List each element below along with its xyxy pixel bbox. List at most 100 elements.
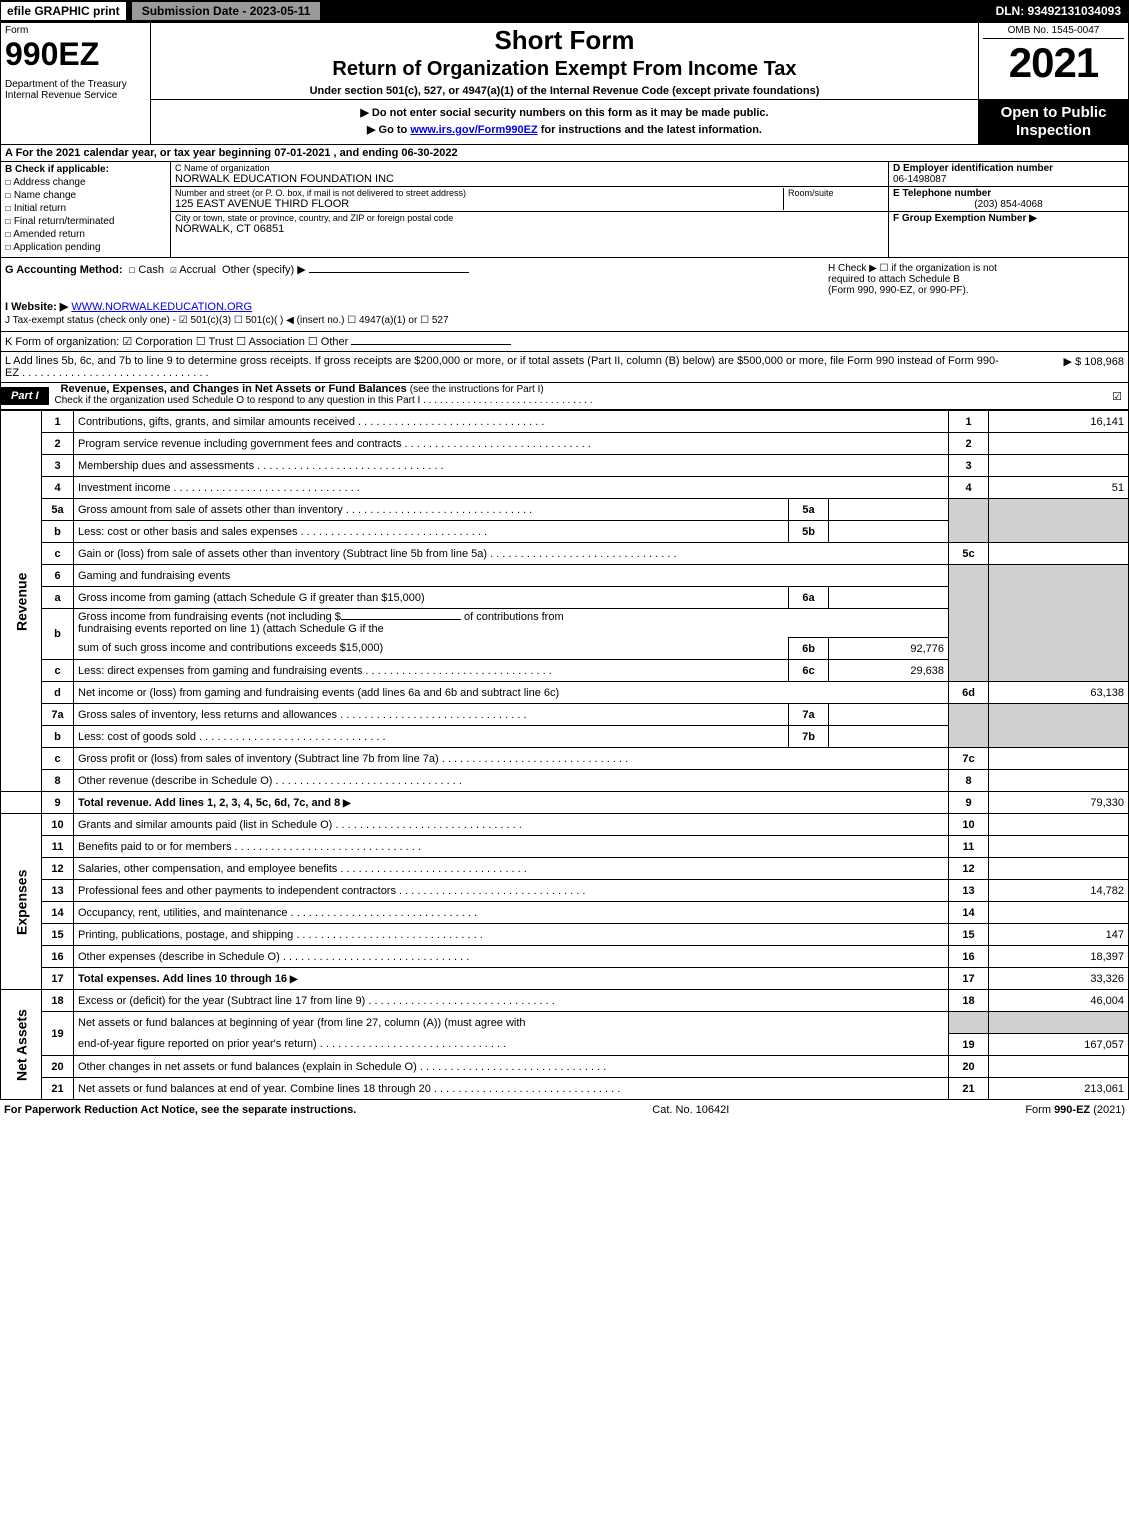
ln-6d: d — [42, 682, 74, 704]
form-title-short: Short Form — [155, 25, 974, 56]
box-g-h: G Accounting Method: ☐ Cash ☑ Accrual Ot… — [0, 258, 1129, 332]
part1-tab: Part I — [1, 387, 49, 405]
num-19: 19 — [949, 1034, 989, 1056]
other-specify-label: Other (specify) ▶ — [222, 264, 306, 276]
org-name-label: C Name of organization — [175, 163, 884, 173]
chk-accrual[interactable]: ☑ — [170, 263, 177, 276]
irs-link[interactable]: www.irs.gov/Form990EZ — [410, 124, 537, 136]
shade-5 — [949, 499, 989, 543]
desc-7c: Gross profit or (loss) from sales of inv… — [74, 748, 949, 770]
dept-label: Department of the Treasury — [5, 79, 146, 90]
chk-initial-return[interactable]: ☐ Initial return — [5, 203, 166, 214]
website-link[interactable]: WWW.NORWALKEDUCATION.ORG — [71, 301, 252, 313]
desc-7a: Gross sales of inventory, less returns a… — [74, 704, 789, 726]
val-17: 33,326 — [989, 968, 1129, 990]
subval-7b — [829, 726, 949, 748]
org-name: NORWALK EDUCATION FOUNDATION INC — [175, 173, 884, 185]
efile-print-label[interactable]: efile GRAPHIC print — [0, 1, 127, 21]
subval-6b: 92,776 — [829, 638, 949, 660]
chk-address-change[interactable]: ☐ Address change — [5, 177, 166, 188]
subval-6c: 29,638 — [829, 660, 949, 682]
val-14 — [989, 902, 1129, 924]
phone-value: (203) 854-4068 — [893, 199, 1124, 210]
val-5c — [989, 543, 1129, 565]
ln-11: 11 — [42, 836, 74, 858]
num-10: 10 — [949, 814, 989, 836]
num-8: 8 — [949, 770, 989, 792]
ln-5c: c — [42, 543, 74, 565]
desc-6b-1: Gross income from fundraising events (no… — [74, 609, 949, 638]
chk-name-change[interactable]: ☐ Name change — [5, 190, 166, 201]
desc-9: Total revenue. Add lines 1, 2, 3, 4, 5c,… — [74, 792, 949, 814]
sub-5b: 5b — [789, 521, 829, 543]
val-2 — [989, 433, 1129, 455]
form-subtitle: Under section 501(c), 527, or 4947(a)(1)… — [155, 85, 974, 97]
ln-1: 1 — [42, 411, 74, 433]
val-6d: 63,138 — [989, 682, 1129, 704]
desc-1: Contributions, gifts, grants, and simila… — [74, 411, 949, 433]
num-12: 12 — [949, 858, 989, 880]
part1-schedule-o-check[interactable]: ☑ — [1112, 390, 1128, 403]
ln-6a: a — [42, 587, 74, 609]
section-a-tax-year: A For the 2021 calendar year, or tax yea… — [0, 145, 1129, 162]
num-6d: 6d — [949, 682, 989, 704]
city-value: NORWALK, CT 06851 — [175, 223, 884, 235]
num-4: 4 — [949, 477, 989, 499]
sub-6c: 6c — [789, 660, 829, 682]
part1-title: Revenue, Expenses, and Changes in Net As… — [55, 383, 407, 395]
ln-7c: c — [42, 748, 74, 770]
ln-6b: b — [42, 609, 74, 660]
desc-6c: Less: direct expenses from gaming and fu… — [74, 660, 789, 682]
desc-5a: Gross amount from sale of assets other t… — [74, 499, 789, 521]
ln-20: 20 — [42, 1056, 74, 1078]
chk-cash[interactable]: ☐ — [129, 263, 136, 276]
desc-15: Printing, publications, postage, and shi… — [74, 924, 949, 946]
ln-5a: 5a — [42, 499, 74, 521]
ln-19: 19 — [42, 1012, 74, 1056]
shade-5v — [989, 499, 1129, 543]
desc-4: Investment income — [74, 477, 949, 499]
shade-7 — [949, 704, 989, 748]
chk-application-pending[interactable]: ☐ Application pending — [5, 242, 166, 253]
val-8 — [989, 770, 1129, 792]
desc-8: Other revenue (describe in Schedule O) — [74, 770, 949, 792]
val-7c — [989, 748, 1129, 770]
part1-subtitle: (see the instructions for Part I) — [410, 384, 544, 395]
ln-7a: 7a — [42, 704, 74, 726]
box-c: C Name of organization NORWALK EDUCATION… — [171, 162, 888, 257]
desc-3: Membership dues and assessments — [74, 455, 949, 477]
desc-12: Salaries, other compensation, and employ… — [74, 858, 949, 880]
val-11 — [989, 836, 1129, 858]
num-21: 21 — [949, 1078, 989, 1100]
irs-label: Internal Revenue Service — [5, 90, 146, 101]
instr-post: for instructions and the latest informat… — [538, 124, 762, 136]
desc-18: Excess or (deficit) for the year (Subtra… — [74, 990, 949, 1012]
box-h-line2: required to attach Schedule B — [828, 274, 1120, 285]
ln-21: 21 — [42, 1078, 74, 1100]
ln-10: 10 — [42, 814, 74, 836]
ln-16: 16 — [42, 946, 74, 968]
footer-mid: Cat. No. 10642I — [652, 1104, 729, 1116]
num-18: 18 — [949, 990, 989, 1012]
instruction-ssn: ▶ Do not enter social security numbers o… — [155, 106, 974, 119]
ln-2: 2 — [42, 433, 74, 455]
subval-6a — [829, 587, 949, 609]
desc-21: Net assets or fund balances at end of ye… — [74, 1078, 949, 1100]
chk-final-return[interactable]: ☐ Final return/terminated — [5, 216, 166, 227]
ln-5b: b — [42, 521, 74, 543]
form-header: Form 990EZ Department of the Treasury In… — [0, 22, 1129, 145]
val-21: 213,061 — [989, 1078, 1129, 1100]
desc-6b-2: sum of such gross income and contributio… — [74, 638, 789, 660]
chk-amended-return[interactable]: ☐ Amended return — [5, 229, 166, 240]
val-16: 18,397 — [989, 946, 1129, 968]
ln-13: 13 — [42, 880, 74, 902]
shade-7v — [989, 704, 1129, 748]
desc-16: Other expenses (describe in Schedule O) — [74, 946, 949, 968]
val-10 — [989, 814, 1129, 836]
ln-15: 15 — [42, 924, 74, 946]
group-exemption-label: F Group Exemption Number ▶ — [893, 213, 1037, 224]
street-value: 125 EAST AVENUE THIRD FLOOR — [175, 198, 783, 210]
part1-check-line: Check if the organization used Schedule … — [55, 395, 593, 406]
desc-11: Benefits paid to or for members — [74, 836, 949, 858]
desc-2: Program service revenue including govern… — [74, 433, 949, 455]
